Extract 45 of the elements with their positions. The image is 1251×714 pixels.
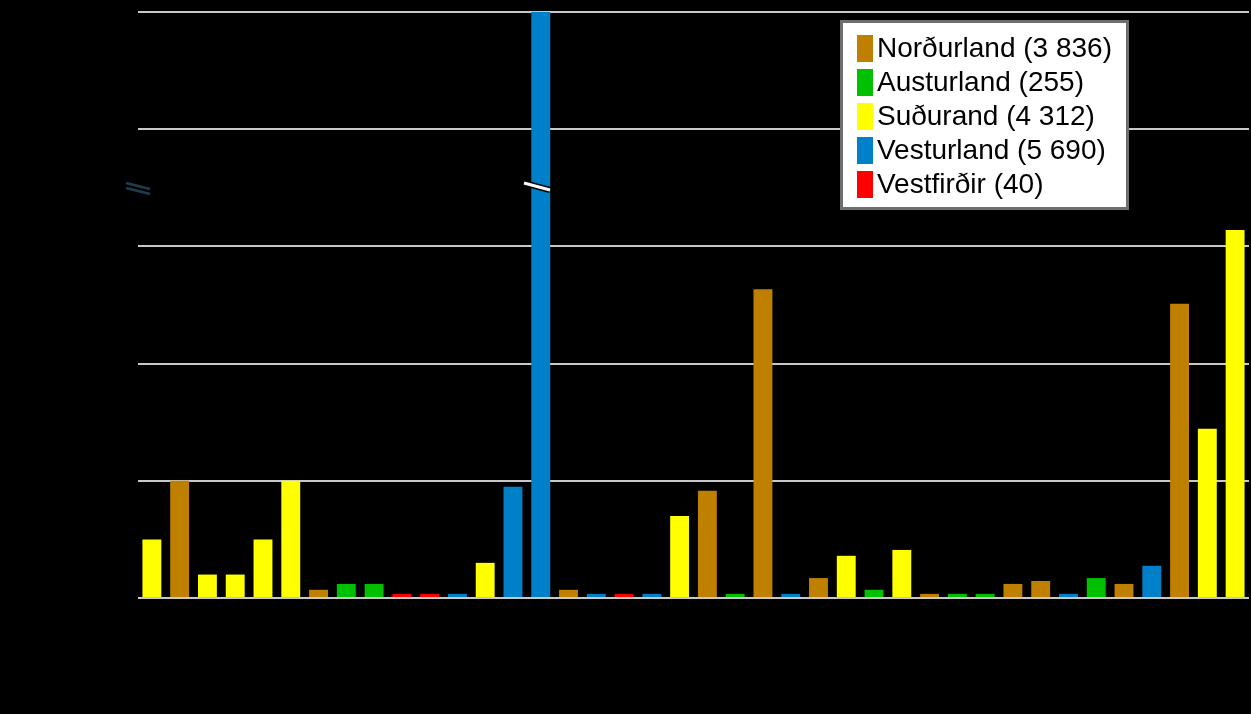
bar — [642, 593, 662, 597]
bar — [170, 480, 190, 597]
bar — [781, 593, 801, 597]
bar — [586, 593, 606, 597]
bar — [920, 593, 940, 597]
bar — [364, 583, 384, 597]
bar — [1197, 428, 1217, 597]
bar — [1003, 583, 1023, 597]
bar — [559, 589, 578, 597]
bar — [1031, 581, 1051, 597]
bar — [697, 490, 717, 597]
bar — [447, 593, 467, 597]
bar — [253, 539, 273, 597]
bar — [1225, 229, 1245, 597]
legend-label: Norðurland (3 836) — [876, 31, 1112, 65]
bar — [753, 289, 773, 597]
legend-label: Vestfirðir (40) — [876, 167, 1044, 201]
bar — [614, 593, 634, 597]
bar — [420, 593, 440, 597]
bar — [670, 515, 690, 597]
bar — [1142, 565, 1162, 597]
bar — [892, 549, 912, 597]
bar — [1114, 583, 1134, 597]
bar — [947, 593, 967, 597]
bar — [309, 589, 328, 597]
legend-label: Vesturland (5 690) — [876, 133, 1106, 167]
bar — [1170, 303, 1190, 597]
bar — [336, 583, 356, 597]
bar — [809, 578, 828, 597]
bar — [864, 589, 884, 597]
bar — [197, 574, 217, 597]
bar — [1086, 578, 1106, 597]
bar — [475, 562, 495, 597]
bar — [142, 539, 162, 597]
bar — [281, 480, 301, 597]
bar — [1059, 593, 1078, 597]
bar — [392, 593, 412, 597]
bar — [725, 593, 745, 597]
bar — [503, 486, 523, 597]
legend-label: Suðurand (4 312) — [876, 99, 1095, 133]
bar — [836, 555, 856, 597]
bar — [531, 12, 551, 597]
legend-label: Austurland (255) — [876, 65, 1084, 99]
bar — [975, 593, 995, 597]
bar — [225, 574, 245, 597]
